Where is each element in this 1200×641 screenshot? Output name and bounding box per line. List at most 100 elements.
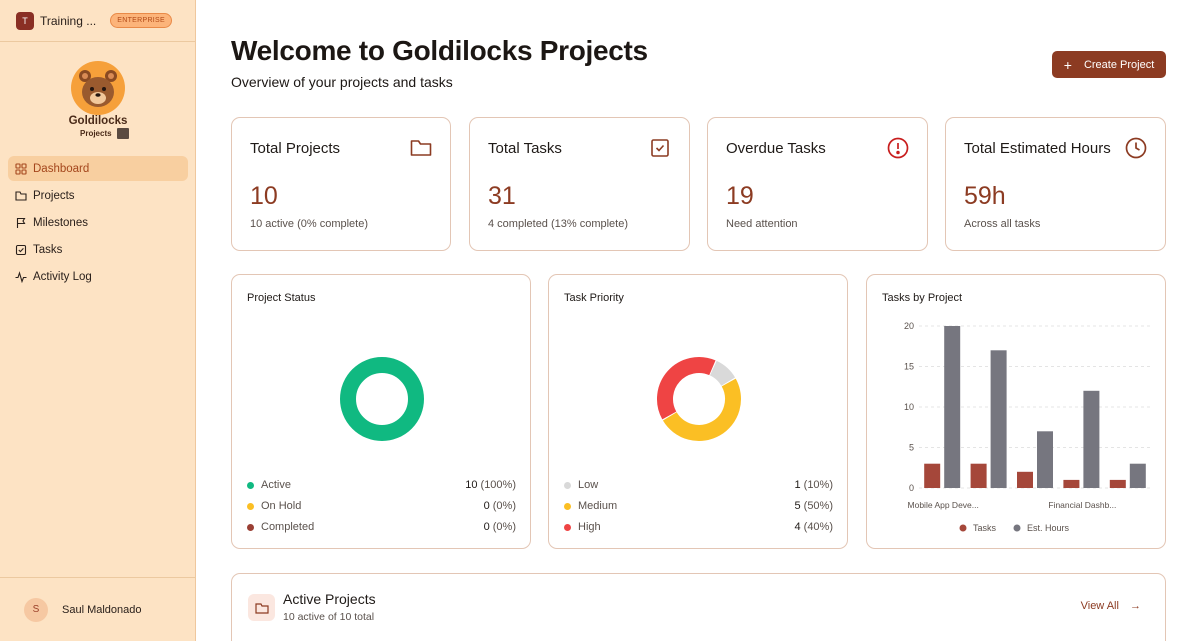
sidebar-item-label: Tasks	[33, 243, 63, 256]
logo-wordmark: Goldilocks	[68, 115, 128, 127]
bar-tasks[interactable]	[1109, 479, 1126, 488]
sidebar-item-label: Activity Log	[33, 270, 92, 283]
stat-value: 59h	[964, 182, 1006, 210]
legend-dot	[247, 524, 254, 531]
sidebar-item-label: Dashboard	[33, 162, 90, 175]
stat-note: 10 active (0% complete)	[250, 218, 368, 230]
active-projects-subtitle: 10 active of 10 total	[283, 611, 375, 623]
y-tick-label: 15	[904, 362, 914, 372]
legend-value: 4 (40%)	[794, 521, 833, 533]
task-priority-card: Task Priority Low 1 (10%) Medium 5 (50%)…	[548, 274, 848, 549]
legend-percent: (50%)	[803, 500, 833, 512]
legend-dot	[564, 503, 571, 510]
legend-high: High 4 (40%)	[564, 521, 833, 535]
panel-title: Tasks by Project	[882, 292, 963, 304]
y-tick-label: 5	[909, 443, 914, 453]
legend-medium: Medium 5 (50%)	[564, 500, 833, 514]
sidebar-item-activity-log[interactable]: Activity Log	[8, 264, 188, 289]
check-square-icon	[651, 139, 669, 157]
logo-badge-icon	[117, 128, 129, 139]
legend-value: 1 (10%)	[794, 479, 833, 491]
legend-low: Low 1 (10%)	[564, 479, 833, 493]
tasks-by-project-card: Tasks by Project 0 5 10 15 20 Mobile App Deve…	[866, 274, 1166, 549]
bar-tasks[interactable]	[970, 463, 987, 488]
grid-icon	[15, 162, 27, 175]
workspace-switcher[interactable]: T Training ... ENTERPRISE	[0, 0, 196, 42]
stat-title: Total Estimated Hours	[964, 140, 1111, 157]
legend-value: 10 (100%)	[465, 479, 516, 491]
app-logo[interactable]: Goldilocks Projects	[64, 60, 132, 142]
legend-percent: (100%)	[480, 479, 516, 491]
alert-circle-icon	[887, 137, 909, 159]
task-priority-donut	[657, 357, 741, 441]
bar-tasks[interactable]	[1063, 479, 1080, 488]
bar-est-hours[interactable]	[990, 350, 1007, 488]
user-profile[interactable]: S Saul Maldonado	[0, 577, 196, 641]
legend-label: Completed	[261, 521, 315, 533]
sidebar-item-milestones[interactable]: Milestones	[8, 210, 188, 235]
bar-est-hours[interactable]	[1129, 463, 1146, 488]
legend-count: 10	[465, 479, 478, 491]
legend-percent: (10%)	[803, 479, 833, 491]
plus-icon: +	[1063, 56, 1072, 73]
view-all-link[interactable]: View All →	[1081, 600, 1141, 612]
panel-title: Task Priority	[564, 292, 624, 304]
stat-title: Total Tasks	[488, 140, 562, 157]
donut-segment-medium	[662, 378, 741, 441]
tasks-by-project-chart: 0 5 10 15 20 Mobile App Deve... Financial Dash…	[904, 321, 1151, 533]
sidebar-item-label: Milestones	[33, 216, 88, 229]
sidebar-item-dashboard[interactable]: Dashboard	[8, 156, 188, 181]
stat-card-estimated-hours: Total Estimated Hours 59h Across all tas…	[945, 117, 1166, 251]
sidebar-item-projects[interactable]: Projects	[8, 183, 188, 208]
sidebar: T Training ... ENTERPRISE Goldilocks Pro…	[0, 0, 196, 641]
flag-icon	[16, 217, 26, 228]
legend-dot	[1013, 524, 1021, 532]
legend-value: 5 (50%)	[794, 500, 833, 512]
y-tick-label: 20	[904, 321, 914, 331]
page-title: Welcome to Goldilocks Projects	[231, 35, 648, 66]
create-project-label: Create Project	[1083, 58, 1155, 71]
legend-dot	[247, 503, 254, 510]
sidebar-item-tasks[interactable]: Tasks	[8, 237, 188, 262]
stat-title: Total Projects	[250, 140, 341, 157]
donut-segment-low	[709, 360, 736, 387]
legend-value: 0 (0%)	[484, 500, 516, 512]
bar-est-hours[interactable]	[1037, 431, 1053, 488]
legend-label: Est. Hours	[1027, 523, 1070, 533]
legend-value: 0 (0%)	[484, 521, 516, 533]
legend-on-hold: On Hold 0 (0%)	[247, 500, 516, 514]
folder-icon	[15, 190, 27, 201]
stat-value: 10	[250, 182, 278, 210]
stat-value: 31	[488, 182, 516, 210]
stat-card-total-tasks: Total Tasks 31 4 completed (13% complete…	[469, 117, 690, 251]
stat-card-overdue-tasks: Overdue Tasks 19 Need attention	[707, 117, 928, 251]
bar-tasks[interactable]	[924, 463, 941, 488]
bar-est-hours[interactable]	[944, 326, 961, 488]
activity-icon	[15, 270, 27, 283]
donut-segment-active	[340, 357, 424, 441]
check-square-icon	[15, 244, 27, 255]
legend-label: Medium	[578, 500, 618, 512]
arrow-right-icon: →	[1130, 600, 1141, 612]
panel-title: Project Status	[247, 292, 316, 304]
create-project-button[interactable]: + Create Project	[1052, 51, 1166, 78]
legend-active: Active 10 (100%)	[247, 479, 516, 493]
stat-value: 19	[726, 182, 754, 210]
stat-note: Need attention	[726, 218, 798, 230]
donut-segment-high	[657, 357, 716, 420]
logo-subtitle: Projects	[80, 129, 112, 138]
legend-dot	[247, 482, 254, 489]
bar-est-hours[interactable]	[1083, 390, 1100, 488]
view-all-label: View All	[1080, 600, 1119, 612]
bar-tasks[interactable]	[1017, 471, 1033, 488]
stat-card-total-projects: Total Projects 10 10 active (0% complete…	[231, 117, 451, 251]
active-projects-icon	[248, 594, 275, 621]
legend-completed: Completed 0 (0%)	[247, 521, 516, 535]
legend-label: Tasks	[973, 523, 997, 533]
plan-badge: ENTERPRISE	[110, 13, 172, 28]
project-status-donut	[340, 357, 424, 441]
workspace-name: Training ...	[40, 13, 97, 28]
legend-count: 0	[483, 500, 490, 512]
legend-count: 4	[794, 521, 801, 533]
